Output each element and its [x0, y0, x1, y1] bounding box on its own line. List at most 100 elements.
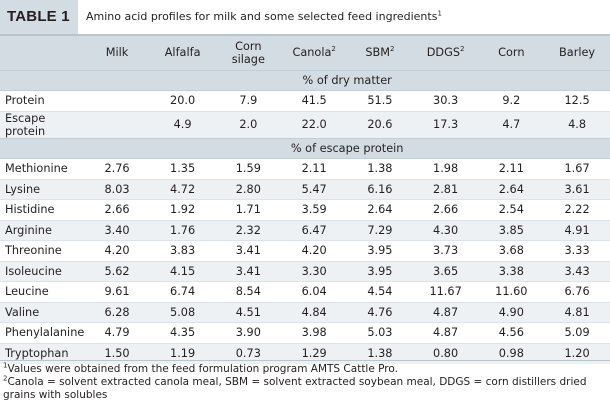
section-heading: % of escape protein: [84, 137, 610, 159]
table-cell: 1.98: [412, 158, 479, 179]
table-cell: 3.95: [347, 240, 413, 261]
table-cell: 1.92: [149, 199, 216, 220]
table-caption: Amino acid profiles for milk and some se…: [86, 0, 442, 34]
header-blank: [0, 36, 85, 70]
table-cell: 3.41: [215, 240, 282, 261]
table-cell: 2.81: [412, 178, 479, 200]
footnote-1-marker: 1: [3, 361, 8, 370]
column-header-label: SBM: [365, 46, 391, 60]
footnote-2-marker: 2: [3, 374, 8, 383]
table-cell: 7.9: [215, 90, 282, 111]
table-cell: 5.03: [347, 322, 413, 343]
table-cell: 22.0: [281, 110, 348, 138]
table-cell: 51.5: [347, 90, 413, 111]
column-header: Corn silage: [215, 36, 282, 70]
table-cell: 1.19: [149, 342, 216, 364]
table-cell: 20.6: [347, 110, 413, 138]
table-cell: 3.33: [544, 240, 610, 261]
row-label: Phenylalanine: [0, 322, 85, 343]
table-cell: 2.64: [478, 178, 545, 200]
section-heading-row: % of escape protein: [0, 137, 610, 159]
column-header: Alfalfa: [149, 36, 216, 70]
column-header-footnote-marker: 2: [331, 45, 336, 54]
amino-acid-table: Milk Alfalfa Corn silage Canola2 SBM2 DDGS2 Cor…: [0, 36, 610, 364]
column-header: Canola2: [281, 36, 348, 70]
column-header-footnote-marker: 2: [460, 45, 465, 54]
table-cell: 41.5: [281, 90, 348, 111]
table-cell: 4.15: [149, 260, 216, 282]
row-label: Valine: [0, 301, 85, 323]
table-cell: 5.62: [84, 260, 150, 282]
table-cell: 1.59: [215, 158, 282, 179]
table-cell: 6.47: [281, 219, 348, 241]
table-title-bar: TABLE 1 Amino acid profiles for milk and…: [0, 0, 610, 34]
column-header-label: Barley: [559, 46, 596, 60]
table-cell: 3.73: [412, 240, 479, 261]
row-label: Escape protein: [0, 110, 85, 138]
row-label: Tryptophan: [0, 342, 85, 364]
table-cell: 3.83: [149, 240, 216, 261]
table-row: Protein 20.0 7.9 41.5 51.5 30.3 9.2 12.5: [0, 90, 610, 111]
table-cell: 4.81: [544, 301, 610, 323]
table-cell: 1.35: [149, 158, 216, 179]
table-row: Leucine 9.61 6.74 8.54 6.04 4.54 11.67 11.60 6.7…: [0, 281, 610, 302]
footnote-2-text: Canola = solvent extracted canola meal, …: [3, 376, 587, 401]
row-label: Histidine: [0, 199, 85, 220]
table-cell: 6.04: [281, 281, 348, 302]
column-header-label: Canola: [292, 46, 332, 60]
table-cell: 7.29: [347, 219, 413, 241]
table-cell: 4.30: [412, 219, 479, 241]
table-cell: 3.68: [478, 240, 545, 261]
table-cell: [84, 110, 150, 138]
table-cell: 5.08: [149, 301, 216, 323]
table-body: % of dry matter Protein 20.0 7.9 41.5 51.5 30.…: [0, 69, 610, 364]
table-cell: 5.47: [281, 178, 348, 200]
table-cell: 3.85: [478, 219, 545, 241]
row-label: Isoleucine: [0, 260, 85, 282]
table-cell: 4.91: [544, 219, 610, 241]
table-cell: 4.87: [412, 322, 479, 343]
table-cell: 1.71: [215, 199, 282, 220]
table-cell: 4.56: [478, 322, 545, 343]
column-header: SBM2: [347, 36, 413, 70]
column-header-label: Alfalfa: [164, 46, 201, 60]
table-cell: 6.76: [544, 281, 610, 302]
column-header-row: Milk Alfalfa Corn silage Canola2 SBM2 DDGS2 Cor…: [0, 36, 610, 70]
table-cell: 6.74: [149, 281, 216, 302]
column-header-label: Milk: [105, 46, 129, 60]
table-cell: 3.90: [215, 322, 282, 343]
table-cell: 1.29: [281, 342, 348, 364]
table-cell: 4.76: [347, 301, 413, 323]
table-cell: 30.3: [412, 90, 479, 111]
table-row: Tryptophan 1.50 1.19 0.73 1.29 1.38 0.80 0.98 1.…: [0, 342, 610, 364]
table-cell: 2.76: [84, 158, 150, 179]
table-cell: 4.72: [149, 178, 216, 200]
table-cell: 2.66: [84, 199, 150, 220]
table-cell: 1.67: [544, 158, 610, 179]
section-heading-blank: [0, 69, 85, 91]
table-cell: 3.65: [412, 260, 479, 282]
table-cell: 0.73: [215, 342, 282, 364]
row-label: Methionine: [0, 158, 85, 179]
table-cell: 3.30: [281, 260, 348, 282]
column-header-footnote-marker: 2: [390, 45, 395, 54]
table-cell: 6.16: [347, 178, 413, 200]
table-row: Escape protein 4.9 2.0 22.0 20.6 17.3 4.7 4.8: [0, 110, 610, 138]
table-cell: 4.79: [84, 322, 150, 343]
footnote-1-text: Values were obtained from the feed formu…: [7, 363, 398, 375]
table-cell: 4.9: [149, 110, 216, 138]
table-cell: 0.98: [478, 342, 545, 364]
table-cell: 4.35: [149, 322, 216, 343]
column-header: Milk: [84, 36, 150, 70]
table-cell: 2.11: [478, 158, 545, 179]
row-label: Threonine: [0, 240, 85, 261]
table-cell: 3.59: [281, 199, 348, 220]
table-cell: 3.98: [281, 322, 348, 343]
table-cell: 11.60: [478, 281, 545, 302]
section-heading: % of dry matter: [84, 69, 610, 91]
table-cell: 1.76: [149, 219, 216, 241]
footnote-1: 1Values were obtained from the feed form…: [3, 361, 607, 376]
table-number-badge: TABLE 1: [0, 0, 78, 34]
table-cell: 4.8: [544, 110, 610, 138]
table-cell: 2.66: [412, 199, 479, 220]
